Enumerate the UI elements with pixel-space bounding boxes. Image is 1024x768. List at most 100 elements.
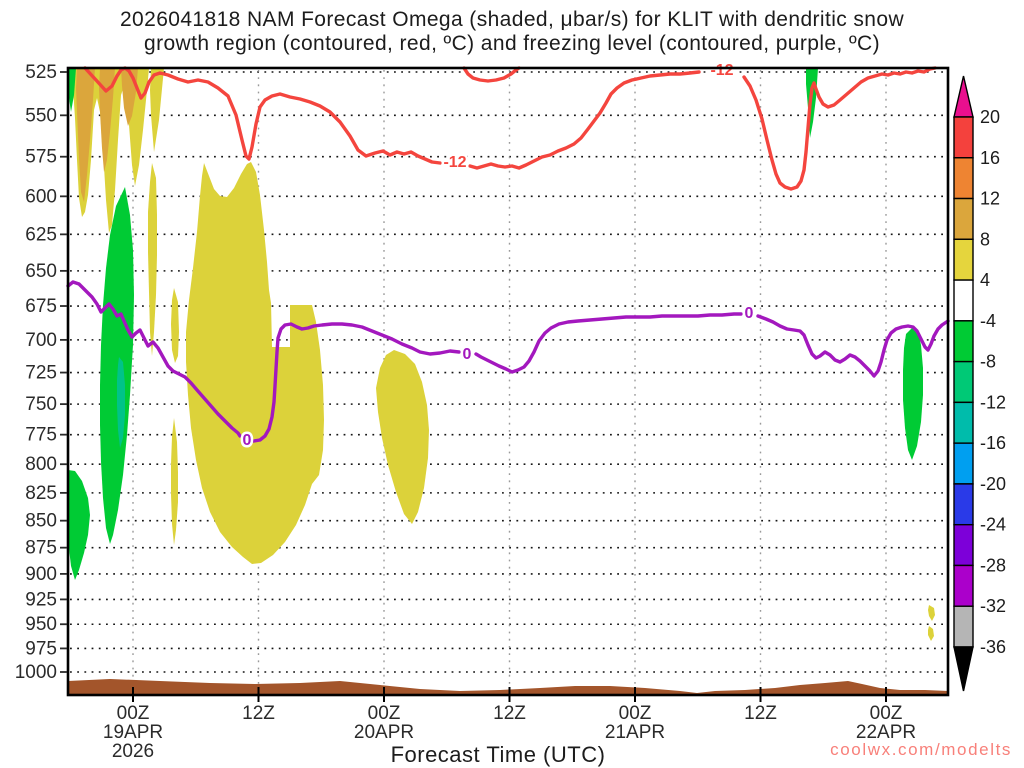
freezing-level-label: 0 — [463, 346, 472, 363]
y-tick-label: 600 — [25, 186, 57, 207]
colorbar-over-arrow — [953, 75, 974, 118]
colorbar-segment — [953, 116, 974, 159]
colorbar-tick-label: -32 — [980, 596, 1006, 616]
freezing-level-segment — [756, 314, 950, 378]
colorbar-segment — [953, 523, 974, 567]
colorbar-segment — [953, 483, 974, 526]
omega-shaded-regions — [68, 68, 935, 641]
colorbar: 20 16 12 8 4 -4 -8 -12 -16 -20 -24 -28 -32 -36 — [953, 75, 1006, 692]
colorbar-segment — [953, 605, 974, 648]
y-tick-label: 725 — [25, 363, 57, 384]
colorbar-tick-label: -4 — [980, 311, 996, 331]
dendritic-growth-region-segment — [742, 66, 937, 191]
omega-green-topleft — [69, 68, 76, 112]
freezing-level-contour: 0 0 0 — [66, 280, 950, 452]
colorbar-tick-label: -12 — [980, 392, 1006, 412]
colorbar-segment — [953, 360, 974, 404]
colorbar-tick-label: 8 — [980, 229, 990, 249]
freezing-level-segment — [474, 312, 743, 374]
colorbar-tick-label: -28 — [980, 555, 1006, 575]
y-tick-label: 800 — [25, 454, 57, 475]
y-tick-label: 675 — [25, 296, 57, 317]
x-tick-label: 2026 — [112, 741, 154, 762]
omega-speck-2 — [928, 626, 934, 641]
gridlines — [70, 70, 947, 694]
colorbar-segment — [953, 279, 974, 322]
colorbar-segment — [953, 442, 974, 485]
x-tick-label: 00Z — [870, 703, 903, 724]
x-axis-title: Forecast Time (UTC) — [390, 742, 606, 767]
colorbar-segment — [953, 320, 974, 363]
omega-right-shape — [376, 350, 429, 524]
freezing-level-segment — [252, 322, 461, 443]
y-tick-label: 1000 — [15, 662, 57, 683]
omega-green-right-blob — [903, 328, 923, 460]
y-tick-label: 575 — [25, 147, 57, 168]
x-tick-label: 00Z — [117, 703, 150, 724]
x-tick-label: 12Z — [493, 703, 526, 724]
omega-green-bottomleft — [68, 470, 90, 580]
colorbar-tick-label: -8 — [980, 352, 996, 372]
colorbar-tick-label: 12 — [980, 189, 1000, 209]
omega-orange-core-2 — [99, 68, 115, 172]
colorbar-tick-label: 4 — [980, 270, 990, 290]
surface-terrain — [68, 679, 948, 695]
colorbar-segment — [953, 197, 974, 241]
dendritic-growth-region-segment — [83, 66, 442, 165]
x-tick-label: 20APR — [354, 722, 414, 743]
colorbar-tick-label: 20 — [980, 107, 1000, 127]
dendritic-growth-region-contour: -12 -12 — [83, 60, 937, 191]
colorbar-segment — [953, 564, 974, 607]
y-tick-label: 700 — [25, 330, 57, 351]
y-tick-label: 775 — [25, 425, 57, 446]
y-tick-label: 950 — [25, 614, 57, 635]
dendritic-growth-region-label: -12 — [710, 62, 733, 79]
colorbar-segment — [953, 157, 974, 200]
omega-top-sliver — [150, 68, 164, 152]
omega-sliver-a — [148, 163, 157, 356]
y-tick-label: 850 — [25, 511, 57, 532]
freezing-level-label: 0 — [243, 432, 252, 449]
omega-teal-core — [117, 357, 125, 448]
dendritic-growth-region-label: -12 — [443, 154, 466, 171]
colorbar-tick-label: -20 — [980, 474, 1006, 494]
omega-speck-1 — [928, 605, 935, 621]
omega-central-mass — [186, 162, 324, 564]
x-tick-label: 12Z — [744, 703, 777, 724]
freezing-level-label: 0 — [745, 305, 754, 322]
omega-sliver-b-upper — [171, 288, 179, 363]
colorbar-tick-label: -16 — [980, 433, 1006, 453]
x-tick-label: 19APR — [103, 722, 163, 743]
omega-orange-core-1 — [76, 68, 95, 202]
omega-green-band — [100, 187, 134, 544]
x-tick-label: 12Z — [242, 703, 275, 724]
colorbar-segment — [953, 401, 974, 444]
x-tick-label: 00Z — [368, 703, 401, 724]
colorbar-tick-label: -36 — [980, 637, 1006, 657]
y-tick-label: 975 — [25, 638, 57, 659]
x-tick-label: 22APR — [856, 722, 916, 743]
contour-lines: -12 -12 0 0 0 — [66, 60, 950, 452]
dendritic-growth-region-segment — [462, 66, 521, 83]
dendritic-growth-region-segment — [468, 70, 701, 170]
chart-title-line1: 2026041818 NAM Forecast Omega (shaded, μ… — [119, 8, 905, 31]
y-tick-label: 550 — [25, 105, 57, 126]
colorbar-under-arrow — [953, 646, 974, 692]
colorbar-tick-label: 16 — [980, 148, 1000, 168]
x-tick-label: 00Z — [619, 703, 652, 724]
y-axis: 525 550 575 600 625 650 675 700 725 750 775 800 825 8… — [15, 62, 67, 683]
y-tick-label: 750 — [25, 394, 57, 415]
y-tick-label: 625 — [25, 224, 57, 245]
colorbar-tick-label: -24 — [980, 515, 1006, 535]
freezing-level-segment — [66, 280, 242, 438]
y-tick-label: 875 — [25, 538, 57, 559]
chart-title-line2: growth region (contoured, red, ºC) and f… — [143, 32, 880, 55]
y-tick-label: 900 — [25, 564, 57, 585]
y-tick-label: 650 — [25, 261, 57, 282]
omega-sliver-b-lower — [171, 418, 178, 545]
x-tick-label: 21APR — [605, 722, 665, 743]
y-tick-label: 525 — [25, 62, 57, 83]
